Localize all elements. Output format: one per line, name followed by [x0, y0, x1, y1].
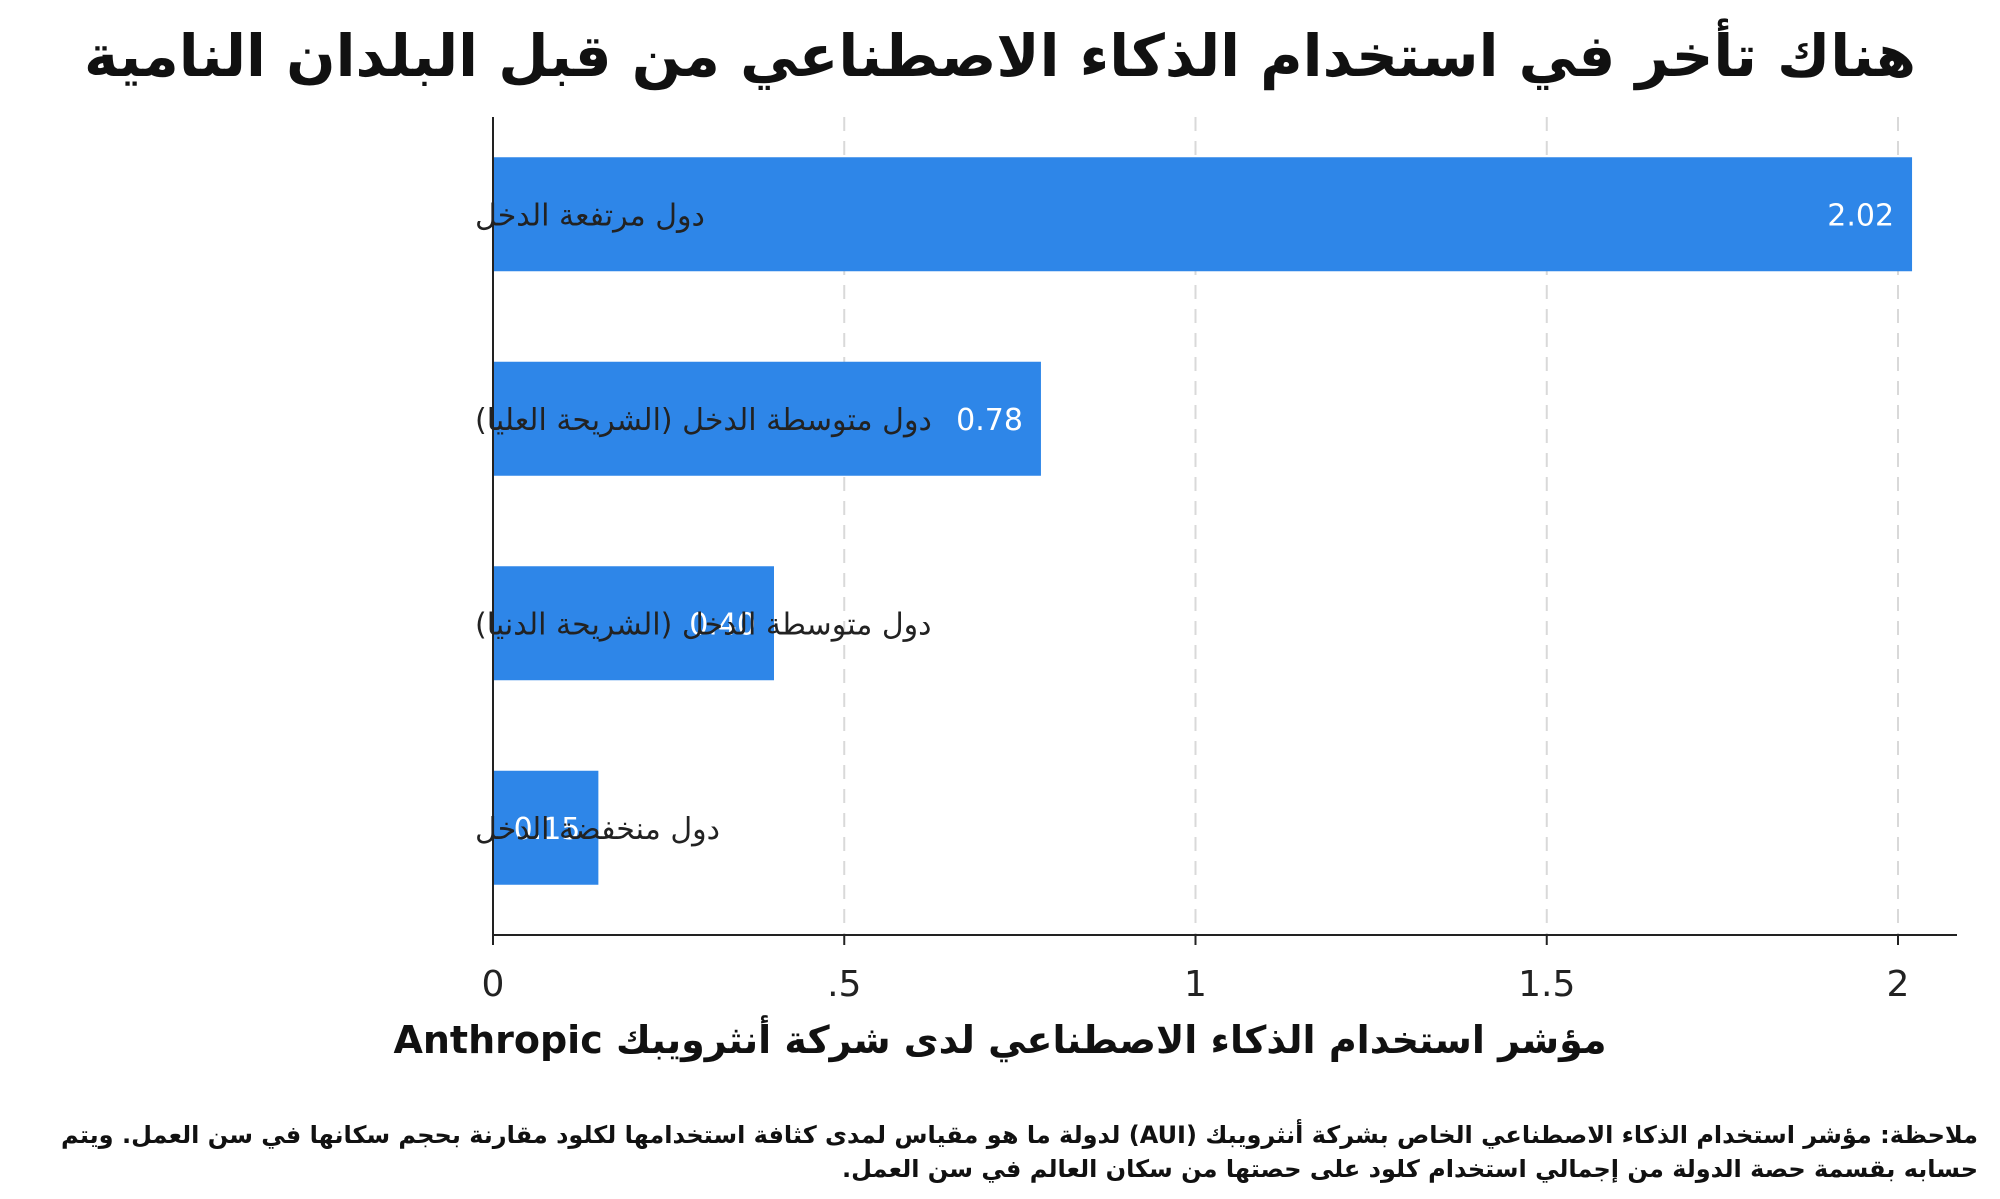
- x-tick-label: .5: [827, 964, 861, 1005]
- grid-lines: [843, 117, 1899, 935]
- labels: 2.02 دول مرتفعة الدخل 0.78 دول متوسطة الدخل…: [475, 198, 1909, 1005]
- chart-note: ملاحظة: مؤشر استخدام الذكاء الاصطناعي ال…: [61, 1121, 1978, 1183]
- x-tick-label: 1: [1184, 964, 1207, 1005]
- x-tick-label: 2: [1887, 964, 1910, 1005]
- category-label: دول متوسطة الدخل (الشريحة الدنيا): [475, 607, 932, 642]
- category-label: دول مرتفعة الدخل: [475, 198, 705, 233]
- bar-chart: 2.02 دول مرتفعة الدخل 0.78 دول متوسطة الدخل…: [475, 117, 1957, 1005]
- bars: [493, 157, 1913, 885]
- bar-value-label: 0.15: [514, 812, 581, 847]
- chart-title: هناك تأخر في استخدام الذكاء الاصطناعي من…: [84, 22, 1916, 90]
- category-label: دول متوسطة الدخل (الشريحة العليا): [475, 403, 932, 438]
- bar: [493, 157, 1913, 272]
- axes: [492, 117, 1957, 945]
- x-tick-label: 0: [482, 964, 505, 1005]
- bar-value-label: 0.78: [956, 403, 1023, 438]
- x-tick-label: 1.5: [1518, 964, 1575, 1005]
- bar-value-label: 0.40: [689, 607, 756, 642]
- bar: [493, 361, 1041, 476]
- bar: [493, 770, 599, 885]
- bar: [493, 566, 774, 681]
- bar-value-label: 2.02: [1827, 198, 1894, 233]
- category-label: دول منخفضة الدخل: [475, 812, 720, 847]
- x-axis-label: مؤشر استخدام الذكاء الاصطناعي لدى شركة أ…: [393, 1018, 1607, 1062]
